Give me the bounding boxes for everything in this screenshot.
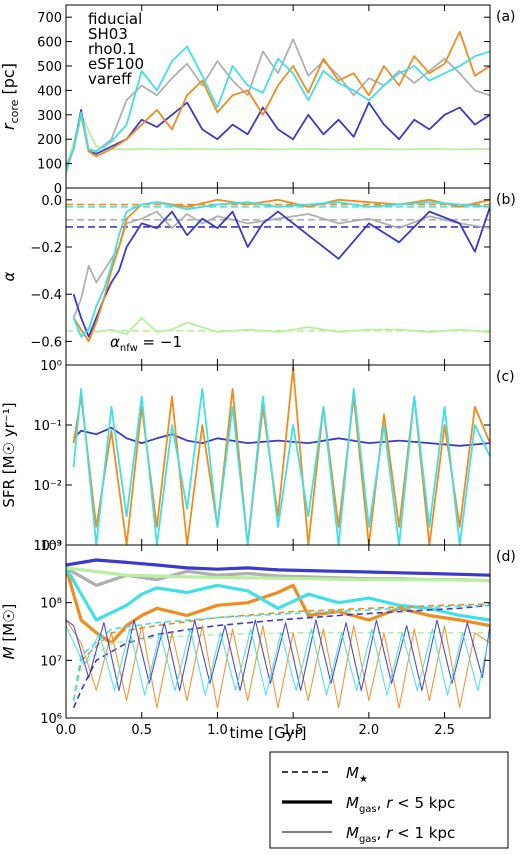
x-axis-label: time [Gyr] xyxy=(229,724,306,742)
y-tick-label: 10⁹ xyxy=(40,539,62,554)
series-line-SH03 xyxy=(72,316,490,338)
y-tick-label: −0.2 xyxy=(30,241,62,256)
series-line-vareff xyxy=(72,201,490,338)
x-tick-label: 1.5 xyxy=(283,723,304,738)
legend-entry-SH03: SH03 xyxy=(88,25,128,43)
y-axis-label: M [M☉] xyxy=(0,604,18,660)
series-line-fiducial xyxy=(72,210,490,319)
series-group xyxy=(66,30,490,174)
legend-label-thick: Mgas, r < 5 kpc xyxy=(346,794,455,815)
y-tick-label: 10⁰ xyxy=(40,359,62,374)
ylabel-part: [M☉] xyxy=(0,604,18,647)
y-tick-label: −0.6 xyxy=(30,335,62,350)
y-tick-label: 0.0 xyxy=(41,194,62,209)
legend-part: M xyxy=(346,794,359,812)
y-tick-label: 10⁻² xyxy=(33,479,62,494)
series-line-fiducial xyxy=(66,38,490,174)
legend-part: r xyxy=(386,794,393,812)
panel-label: (b) xyxy=(496,192,516,208)
y-tick-label: 0 xyxy=(54,182,62,197)
panel-label: (d) xyxy=(496,549,516,565)
y-axis-label: α xyxy=(0,271,18,281)
series-group xyxy=(72,198,490,343)
y-tick-label: 10⁷ xyxy=(40,654,62,669)
panels-group: 0 100 200 300 400 500 600 700 (a) rcore [pc] fiduc… xyxy=(0,4,516,738)
x-tick-label: 0.5 xyxy=(131,723,152,738)
y-tick-label: 10⁻¹ xyxy=(33,419,62,434)
panel-label: (a) xyxy=(496,9,516,25)
legend-part: < 1 kpc xyxy=(392,824,455,842)
legend-part: , xyxy=(377,824,387,842)
series-line-vareff-M-gas-r-5-kpc xyxy=(66,567,490,622)
x-tick-label: 2.5 xyxy=(434,723,455,738)
y-tick-label: 600 xyxy=(37,36,62,51)
y-tick-label: 10⁶ xyxy=(40,712,62,727)
ylabel-part: r xyxy=(0,122,18,130)
x-tick-label: 1.0 xyxy=(207,723,228,738)
annotation-part: nfw xyxy=(120,343,138,354)
y-axis-label: rcore [pc] xyxy=(0,63,21,130)
legend-entry-vareff: vareff xyxy=(88,70,132,88)
series-line-eSF100-M-gas-r-1-kpc xyxy=(66,619,490,709)
legend-part: gas xyxy=(359,804,377,815)
legend-entry-rho0.1: rho0.1 xyxy=(88,40,136,58)
annotation-part: = −1 xyxy=(138,333,182,351)
ylabel-part: core xyxy=(8,99,21,123)
y-tick-label: 100 xyxy=(37,158,62,173)
x-tick-label: 0.0 xyxy=(56,723,77,738)
series-line-SH03-M- xyxy=(72,632,490,701)
ylabel-part: [pc] xyxy=(0,63,18,100)
y-tick-label: 10⁻³ xyxy=(33,539,62,554)
series-line-vareff-M-gas-r-1-kpc xyxy=(66,625,490,696)
y-tick-label: 200 xyxy=(37,133,62,148)
panel-c: 10⁻³ 10⁻² 10⁻¹ 10⁰ (c) SFR [M☉ yr⁻¹] xyxy=(0,359,515,554)
alpha-nfw-annotation: αnfw = −1 xyxy=(110,333,182,354)
y-tick-label: 400 xyxy=(37,84,62,99)
series-group xyxy=(72,366,490,545)
ylabel-part: M xyxy=(0,646,18,659)
y-tick-label: 10⁸ xyxy=(40,597,62,612)
series-line-eSF100 xyxy=(66,30,490,167)
legend-part: r xyxy=(386,824,393,842)
legend-entry-eSF100: eSF100 xyxy=(88,55,144,73)
annotation-part: α xyxy=(110,333,120,351)
x-tick-label: 2.0 xyxy=(359,723,380,738)
series-line-rho0.1 xyxy=(66,101,490,169)
series-line-SH03 xyxy=(66,113,490,172)
legend-part: M xyxy=(346,824,359,842)
legend-part: gas xyxy=(359,834,377,845)
series-group xyxy=(66,558,490,709)
series-line-vareff-M- xyxy=(72,604,490,701)
panel-frame xyxy=(65,544,491,719)
legend-part: ★ xyxy=(359,774,368,785)
y-tick-label: 300 xyxy=(37,109,62,124)
y-tick-label: 500 xyxy=(37,60,62,75)
panel-d: 10⁶ 10⁷ 10⁸ 10⁹ 0.0 0.5 1.0 1.5 2.0 2.5 (d) M [M☉] xyxy=(0,539,516,738)
y-axis-label: SFR [M☉ yr⁻¹] xyxy=(0,402,18,507)
series-line-rho0.1-M-gas-r-1-kpc xyxy=(66,619,490,692)
series-line-vareff xyxy=(72,388,490,545)
series-line-SH03-M-gas-r-5-kpc xyxy=(66,566,490,583)
series-line-rho0.1-M-gas-r-5-kpc xyxy=(66,558,490,577)
y-tick-label: 700 xyxy=(37,11,62,26)
legend-part: M xyxy=(346,764,359,782)
legend-part: < 5 kpc xyxy=(392,794,455,812)
legend-label-dashed: M★ xyxy=(346,764,368,785)
panel-label: (c) xyxy=(496,369,515,385)
legend-label-thin: Mgas, r < 1 kpc xyxy=(346,824,455,845)
series-line-vareff xyxy=(66,45,490,169)
series-line-eSF100 xyxy=(72,198,490,343)
legend-entry-fiducial: fiducial xyxy=(88,10,142,28)
legend-part: , xyxy=(377,794,387,812)
panel-a: 0 100 200 300 400 500 600 700 (a) rcore [pc] fiduc… xyxy=(0,4,516,197)
y-tick-label: −0.4 xyxy=(30,288,62,303)
